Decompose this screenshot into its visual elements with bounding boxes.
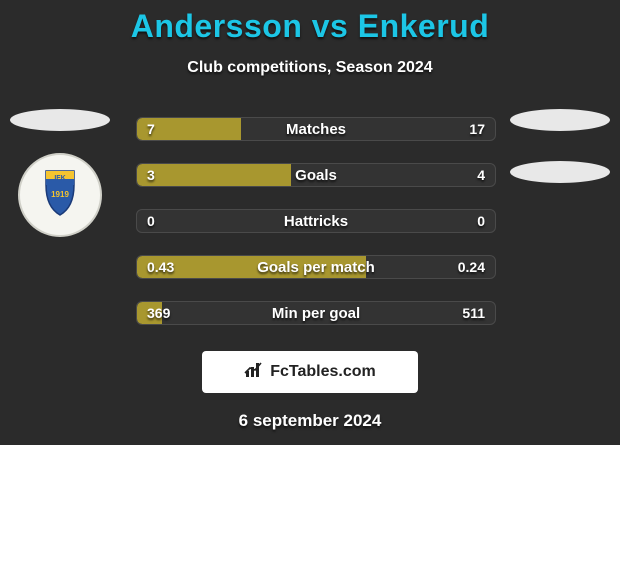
stat-label: Hattricks bbox=[137, 210, 495, 232]
club-badge-placeholder bbox=[510, 161, 610, 183]
player-photo-placeholder bbox=[510, 109, 610, 131]
stat-bar-fill bbox=[137, 164, 291, 186]
brand-logo-text: FcTables.com bbox=[270, 363, 376, 381]
stat-left-value: 0 bbox=[147, 210, 155, 232]
svg-text:1919: 1919 bbox=[51, 190, 69, 199]
svg-text:IFK: IFK bbox=[54, 175, 65, 182]
player-photo-placeholder bbox=[10, 109, 110, 131]
comparison-card: Andersson vs Enkerud Club competitions, … bbox=[0, 0, 620, 445]
stat-bar: 34Goals bbox=[136, 163, 496, 187]
date-label: 6 september 2024 bbox=[0, 411, 620, 431]
page-title: Andersson vs Enkerud bbox=[0, 8, 620, 45]
stat-right-value: 0 bbox=[477, 210, 485, 232]
stat-label: Min per goal bbox=[137, 302, 495, 324]
stat-right-value: 511 bbox=[462, 302, 485, 324]
stat-bar: 0 0Hattricks bbox=[136, 209, 496, 233]
stat-bar-fill bbox=[137, 256, 366, 278]
chart-icon bbox=[244, 361, 264, 384]
subtitle: Club competitions, Season 2024 bbox=[0, 59, 620, 77]
content-area: IFK 1919 717Matches 34Goals 0 0Hattricks 0.4… bbox=[0, 117, 620, 337]
stat-bar: 0.430.24Goals per match bbox=[136, 255, 496, 279]
stat-bar: 717Matches bbox=[136, 117, 496, 141]
stat-bar-fill bbox=[137, 118, 241, 140]
stat-right-value: 17 bbox=[469, 118, 485, 140]
stat-bar: 369511Min per goal bbox=[136, 301, 496, 325]
club-badge: IFK 1919 bbox=[18, 153, 102, 237]
stat-bar-fill bbox=[137, 302, 162, 324]
right-player-column bbox=[500, 109, 620, 183]
left-player-column: IFK 1919 bbox=[0, 109, 120, 237]
stat-right-value: 4 bbox=[477, 164, 485, 186]
stat-bars: 717Matches 34Goals 0 0Hattricks 0.430.24Goal… bbox=[136, 117, 496, 347]
brand-logo-box: FcTables.com bbox=[202, 351, 418, 393]
stat-right-value: 0.24 bbox=[458, 256, 485, 278]
